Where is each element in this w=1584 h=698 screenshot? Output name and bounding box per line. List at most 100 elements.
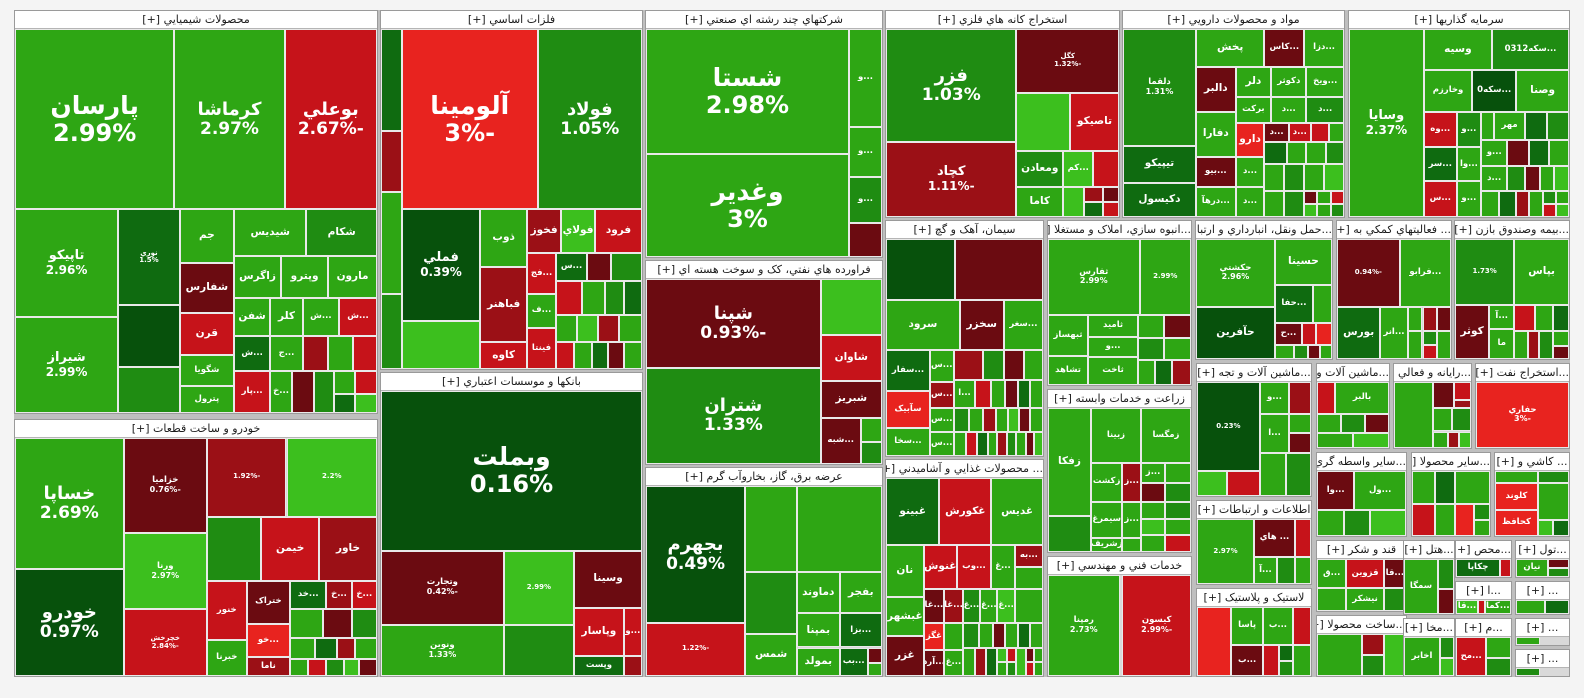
sector-header-sugar[interactable]: قند و شکر [+]: [1317, 541, 1406, 559]
stock-tile[interactable]: شيديس: [234, 209, 307, 256]
stock-tile[interactable]: [1537, 482, 1569, 521]
stock-tile[interactable]: [1432, 408, 1452, 432]
stock-tile[interactable]: دالبر: [1195, 66, 1236, 112]
stock-tile[interactable]: [618, 314, 642, 342]
stock-tile[interactable]: تاصيکو: [1070, 92, 1119, 152]
stock-tile[interactable]: [1014, 588, 1043, 623]
stock-tile[interactable]: ...سکه0312: [1492, 29, 1569, 71]
stock-tile[interactable]: [1407, 331, 1423, 359]
stock-tile[interactable]: [1033, 648, 1043, 663]
stock-tile[interactable]: [1317, 587, 1347, 611]
stock-tile[interactable]: [381, 29, 402, 131]
sector-header-auto-parts[interactable]: خودرو و ساخت قطعات [+]: [15, 420, 377, 438]
stock-tile[interactable]: [1084, 201, 1103, 217]
stock-tile[interactable]: وسينا: [574, 550, 642, 608]
stock-tile[interactable]: [1474, 503, 1490, 520]
stock-tile[interactable]: چکاپا: [1456, 559, 1500, 577]
stock-tile[interactable]: ...غ: [962, 588, 981, 623]
stock-tile[interactable]: [1289, 433, 1311, 453]
stock-tile[interactable]: ...س: [1423, 181, 1457, 217]
stock-tile[interactable]: ...خو: [246, 623, 291, 657]
stock-tile[interactable]: [1555, 190, 1569, 204]
stock-tile[interactable]: [1553, 331, 1569, 346]
stock-tile[interactable]: [353, 336, 377, 371]
stock-tile[interactable]: ...س: [929, 382, 954, 409]
stock-tile[interactable]: ...و: [1088, 336, 1139, 358]
stock-tile[interactable]: ...ز: [1122, 501, 1141, 538]
stock-tile[interactable]: [860, 441, 882, 464]
stock-tile[interactable]: مارون: [328, 255, 377, 298]
stock-tile[interactable]: [1016, 432, 1026, 456]
stock-tile[interactable]: [1330, 190, 1344, 204]
stock-tile[interactable]: [322, 609, 352, 638]
stock-tile[interactable]: [962, 648, 976, 676]
stock-tile[interactable]: ...ش: [302, 297, 339, 337]
stock-tile[interactable]: ...ش: [234, 336, 271, 371]
stock-tile[interactable]: [1340, 413, 1365, 434]
stock-tile[interactable]: ...خد: [290, 580, 327, 610]
stock-tile[interactable]: خاور: [319, 516, 377, 581]
stock-tile[interactable]: ونوين 1.33%: [381, 624, 504, 676]
stock-tile[interactable]: ...و: [848, 177, 882, 223]
stock-tile[interactable]: شفارس: [179, 263, 234, 314]
stock-tile[interactable]: [1030, 622, 1043, 649]
stock-tile[interactable]: ...آرد: [923, 650, 945, 676]
stock-tile[interactable]: [1295, 519, 1311, 557]
stock-tile[interactable]: زبينا: [1090, 408, 1141, 463]
stock-tile[interactable]: [1353, 433, 1389, 448]
stock-tile[interactable]: [118, 305, 180, 367]
stock-tile[interactable]: [597, 314, 619, 342]
stock-tile[interactable]: وپاسار: [574, 607, 624, 657]
stock-tile[interactable]: خزاميا -0.76%: [123, 438, 207, 534]
stock-tile[interactable]: [1197, 607, 1232, 676]
stock-tile[interactable]: ...بب: [839, 647, 868, 676]
stock-tile[interactable]: تيپيکو: [1123, 145, 1196, 184]
stock-tile[interactable]: ...پار: [234, 370, 271, 413]
stock-tile[interactable]: [962, 622, 979, 649]
stock-tile[interactable]: [1407, 307, 1423, 332]
stock-tile[interactable]: ...ج: [270, 336, 303, 371]
stock-tile[interactable]: [623, 656, 642, 676]
stock-tile[interactable]: [1525, 111, 1547, 140]
stock-tile[interactable]: [1486, 658, 1511, 676]
stock-tile[interactable]: [1165, 534, 1191, 552]
stock-tile[interactable]: [1361, 655, 1384, 676]
stock-tile[interactable]: فزر 1.03%: [886, 29, 1017, 142]
stock-tile[interactable]: ...د: [1235, 156, 1265, 187]
stock-tile[interactable]: [608, 341, 624, 369]
stock-tile[interactable]: وسايا 2.37%: [1349, 29, 1424, 217]
stock-tile[interactable]: [1361, 634, 1384, 655]
sector-header-food-beverage[interactable]: ... محصولات غذايي و آشاميدني [+]: [886, 460, 1043, 478]
stock-tile[interactable]: [991, 380, 1006, 409]
stock-tile[interactable]: ومعادن: [1016, 151, 1064, 187]
stock-tile[interactable]: دماوند: [797, 571, 840, 614]
stock-tile[interactable]: [326, 659, 345, 676]
stock-tile[interactable]: [1307, 344, 1320, 359]
stock-tile[interactable]: [1435, 471, 1455, 504]
stock-tile[interactable]: ...ب: [1231, 644, 1264, 676]
stock-tile[interactable]: زاگرس: [234, 255, 282, 298]
stock-tile[interactable]: [1005, 380, 1018, 409]
stock-tile[interactable]: غزر: [886, 636, 924, 676]
stock-tile[interactable]: [1537, 471, 1569, 483]
stock-tile[interactable]: [1033, 662, 1043, 676]
stock-tile[interactable]: [1540, 166, 1554, 191]
stock-tile[interactable]: [1547, 111, 1569, 140]
stock-tile[interactable]: [1527, 331, 1540, 359]
stock-tile[interactable]: [587, 253, 611, 281]
sector-header-exchange-support[interactable]: ... فعاليتهاي کمکي به [+]: [1337, 221, 1451, 239]
stock-tile[interactable]: دارو: [1235, 123, 1265, 157]
stock-tile[interactable]: [291, 370, 314, 413]
stock-tile[interactable]: [1285, 452, 1311, 496]
stock-tile[interactable]: [1394, 382, 1433, 448]
stock-tile[interactable]: [1019, 408, 1031, 433]
stock-tile[interactable]: ...خ: [270, 370, 292, 413]
stock-tile[interactable]: [1454, 382, 1471, 401]
stock-tile[interactable]: [1264, 164, 1285, 191]
sector-header-investments[interactable]: سرمايه گذاريها [+]: [1349, 11, 1569, 29]
stock-tile[interactable]: شگويا: [179, 355, 234, 387]
stock-tile[interactable]: دلقما 1.31%: [1123, 29, 1196, 146]
stock-tile[interactable]: [1289, 413, 1311, 434]
stock-tile[interactable]: [983, 408, 996, 433]
sector-header-cement[interactable]: سيمان، آهک و گچ [+]: [886, 221, 1043, 239]
